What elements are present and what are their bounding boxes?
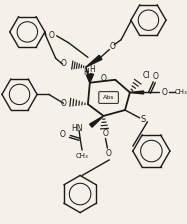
Text: H: H	[83, 69, 89, 78]
Text: O: O	[101, 74, 106, 83]
Text: Abs: Abs	[103, 95, 114, 100]
Text: O: O	[61, 99, 66, 108]
Text: S: S	[141, 115, 146, 124]
Text: HN: HN	[71, 124, 83, 133]
Polygon shape	[90, 116, 104, 127]
Text: O: O	[152, 72, 158, 81]
Text: O: O	[61, 59, 66, 68]
Polygon shape	[86, 55, 102, 67]
Polygon shape	[130, 91, 144, 94]
Text: O: O	[102, 129, 108, 138]
Polygon shape	[90, 73, 94, 83]
Text: O: O	[49, 31, 55, 40]
Text: H: H	[89, 65, 95, 73]
Text: CH₃: CH₃	[174, 89, 187, 95]
Text: CH₃: CH₃	[76, 153, 88, 159]
Text: O: O	[109, 42, 115, 51]
Text: O: O	[105, 149, 111, 159]
Text: O: O	[161, 88, 167, 97]
Polygon shape	[86, 75, 90, 83]
Text: O: O	[60, 130, 65, 139]
Text: Cl: Cl	[143, 71, 150, 80]
